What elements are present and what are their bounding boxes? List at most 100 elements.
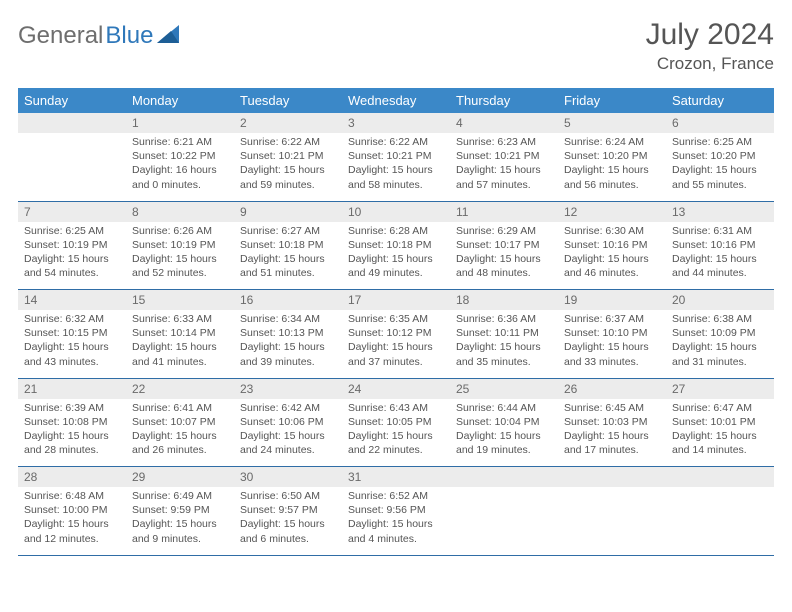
sunset-text: Sunset: 10:10 PM: [564, 326, 660, 340]
day-content-cell: Sunrise: 6:25 AMSunset: 10:20 PMDaylight…: [666, 133, 774, 201]
daylight-text: Daylight: 15 hours and 35 minutes.: [456, 340, 552, 368]
sunset-text: Sunset: 10:03 PM: [564, 415, 660, 429]
day-content-cell: Sunrise: 6:37 AMSunset: 10:10 PMDaylight…: [558, 310, 666, 378]
daylight-text: Daylight: 15 hours and 57 minutes.: [456, 163, 552, 191]
day-number-cell: 16: [234, 290, 342, 311]
daylight-text: Daylight: 15 hours and 39 minutes.: [240, 340, 336, 368]
sunset-text: Sunset: 10:19 PM: [24, 238, 120, 252]
day-number-cell: 3: [342, 113, 450, 133]
daylight-text: Daylight: 15 hours and 19 minutes.: [456, 429, 552, 457]
daylight-text: Daylight: 15 hours and 41 minutes.: [132, 340, 228, 368]
day-content-cell: Sunrise: 6:49 AMSunset: 9:59 PMDaylight:…: [126, 487, 234, 555]
sunset-text: Sunset: 10:16 PM: [672, 238, 768, 252]
day-content-row: Sunrise: 6:32 AMSunset: 10:15 PMDaylight…: [18, 310, 774, 378]
sunrise-text: Sunrise: 6:24 AM: [564, 135, 660, 149]
day-content-cell: Sunrise: 6:50 AMSunset: 9:57 PMDaylight:…: [234, 487, 342, 555]
daylight-text: Daylight: 15 hours and 44 minutes.: [672, 252, 768, 280]
day-number-cell: 17: [342, 290, 450, 311]
day-number-cell: 30: [234, 467, 342, 488]
day-content-cell: Sunrise: 6:24 AMSunset: 10:20 PMDaylight…: [558, 133, 666, 201]
daylight-text: Daylight: 15 hours and 37 minutes.: [348, 340, 444, 368]
sunrise-text: Sunrise: 6:44 AM: [456, 401, 552, 415]
title-block: July 2024 Crozon, France: [646, 18, 774, 74]
day-number-cell: 28: [18, 467, 126, 488]
day-number-cell: 7: [18, 201, 126, 222]
sunrise-text: Sunrise: 6:36 AM: [456, 312, 552, 326]
day-number-cell: 2: [234, 113, 342, 133]
day-number-cell: 9: [234, 201, 342, 222]
sunset-text: Sunset: 10:20 PM: [672, 149, 768, 163]
sunset-text: Sunset: 10:04 PM: [456, 415, 552, 429]
sunset-text: Sunset: 10:06 PM: [240, 415, 336, 429]
day-content-cell: Sunrise: 6:36 AMSunset: 10:11 PMDaylight…: [450, 310, 558, 378]
day-content-row: Sunrise: 6:39 AMSunset: 10:08 PMDaylight…: [18, 399, 774, 467]
calendar-table: SundayMondayTuesdayWednesdayThursdayFrid…: [18, 88, 774, 556]
day-content-cell: [18, 133, 126, 201]
sunset-text: Sunset: 10:05 PM: [348, 415, 444, 429]
day-content-row: Sunrise: 6:21 AMSunset: 10:22 PMDaylight…: [18, 133, 774, 201]
day-number-cell: 29: [126, 467, 234, 488]
sunset-text: Sunset: 10:21 PM: [348, 149, 444, 163]
day-content-cell: Sunrise: 6:43 AMSunset: 10:05 PMDaylight…: [342, 399, 450, 467]
day-number-row: 21222324252627: [18, 378, 774, 399]
page-header: GeneralBlue July 2024 Crozon, France: [18, 18, 774, 74]
daylight-text: Daylight: 15 hours and 49 minutes.: [348, 252, 444, 280]
sunset-text: Sunset: 9:56 PM: [348, 503, 444, 517]
day-content-cell: Sunrise: 6:38 AMSunset: 10:09 PMDaylight…: [666, 310, 774, 378]
logo-triangle-icon: [157, 25, 179, 48]
daylight-text: Daylight: 15 hours and 28 minutes.: [24, 429, 120, 457]
day-number-cell: 25: [450, 378, 558, 399]
day-content-cell: Sunrise: 6:41 AMSunset: 10:07 PMDaylight…: [126, 399, 234, 467]
weekday-header: Saturday: [666, 88, 774, 113]
daylight-text: Daylight: 15 hours and 51 minutes.: [240, 252, 336, 280]
sunset-text: Sunset: 10:20 PM: [564, 149, 660, 163]
day-content-cell: Sunrise: 6:25 AMSunset: 10:19 PMDaylight…: [18, 222, 126, 290]
weekday-header: Thursday: [450, 88, 558, 113]
sunrise-text: Sunrise: 6:29 AM: [456, 224, 552, 238]
weekday-header: Friday: [558, 88, 666, 113]
sunset-text: Sunset: 9:57 PM: [240, 503, 336, 517]
day-content-cell: [558, 487, 666, 555]
day-content-cell: Sunrise: 6:27 AMSunset: 10:18 PMDaylight…: [234, 222, 342, 290]
daylight-text: Daylight: 15 hours and 17 minutes.: [564, 429, 660, 457]
day-number-cell: 19: [558, 290, 666, 311]
day-content-cell: [666, 487, 774, 555]
sunset-text: Sunset: 10:17 PM: [456, 238, 552, 252]
sunset-text: Sunset: 10:12 PM: [348, 326, 444, 340]
logo-text-blue: Blue: [105, 22, 153, 50]
day-number-cell: 6: [666, 113, 774, 133]
sunset-text: Sunset: 9:59 PM: [132, 503, 228, 517]
day-content-cell: [450, 487, 558, 555]
day-number-cell: 27: [666, 378, 774, 399]
daylight-text: Daylight: 15 hours and 55 minutes.: [672, 163, 768, 191]
sunrise-text: Sunrise: 6:37 AM: [564, 312, 660, 326]
day-number-cell: 15: [126, 290, 234, 311]
sunrise-text: Sunrise: 6:43 AM: [348, 401, 444, 415]
sunset-text: Sunset: 10:18 PM: [348, 238, 444, 252]
day-content-cell: Sunrise: 6:28 AMSunset: 10:18 PMDaylight…: [342, 222, 450, 290]
sunrise-text: Sunrise: 6:42 AM: [240, 401, 336, 415]
sunrise-text: Sunrise: 6:27 AM: [240, 224, 336, 238]
daylight-text: Daylight: 15 hours and 4 minutes.: [348, 517, 444, 545]
day-number-cell: 1: [126, 113, 234, 133]
sunset-text: Sunset: 10:18 PM: [240, 238, 336, 252]
day-number-cell: 20: [666, 290, 774, 311]
sunrise-text: Sunrise: 6:48 AM: [24, 489, 120, 503]
day-number-cell: 4: [450, 113, 558, 133]
day-content-cell: Sunrise: 6:32 AMSunset: 10:15 PMDaylight…: [18, 310, 126, 378]
day-number-cell: 10: [342, 201, 450, 222]
day-content-cell: Sunrise: 6:39 AMSunset: 10:08 PMDaylight…: [18, 399, 126, 467]
sunrise-text: Sunrise: 6:52 AM: [348, 489, 444, 503]
day-number-cell: 14: [18, 290, 126, 311]
day-number-row: 14151617181920: [18, 290, 774, 311]
sunrise-text: Sunrise: 6:41 AM: [132, 401, 228, 415]
daylight-text: Daylight: 15 hours and 31 minutes.: [672, 340, 768, 368]
day-content-cell: Sunrise: 6:30 AMSunset: 10:16 PMDaylight…: [558, 222, 666, 290]
day-number-cell: 31: [342, 467, 450, 488]
daylight-text: Daylight: 15 hours and 9 minutes.: [132, 517, 228, 545]
day-number-cell: 18: [450, 290, 558, 311]
sunrise-text: Sunrise: 6:47 AM: [672, 401, 768, 415]
sunrise-text: Sunrise: 6:50 AM: [240, 489, 336, 503]
daylight-text: Daylight: 16 hours and 0 minutes.: [132, 163, 228, 191]
day-content-cell: Sunrise: 6:22 AMSunset: 10:21 PMDaylight…: [234, 133, 342, 201]
